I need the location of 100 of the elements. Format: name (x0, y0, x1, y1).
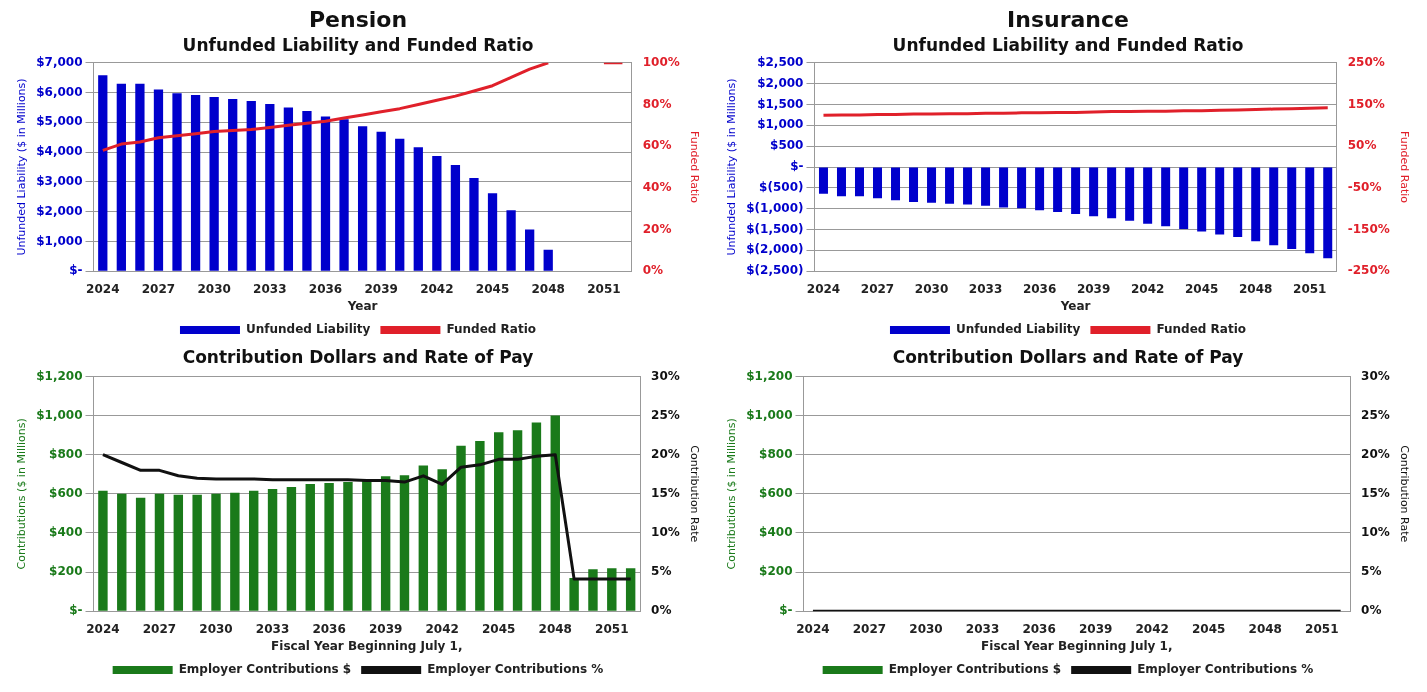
bar (117, 493, 127, 611)
bar (305, 484, 315, 611)
bar (286, 486, 297, 611)
x-tick-label: 2027 (141, 281, 176, 296)
y2-tick-label: -50% (1347, 179, 1382, 194)
y-tick-label: $600 (759, 485, 793, 500)
y2-tick-label: 0% (1361, 603, 1382, 618)
x-tick-label: 2042 (425, 621, 459, 636)
bar (437, 469, 447, 611)
x-tick-label: 2036 (1022, 621, 1056, 636)
bar (357, 126, 368, 271)
x-tick-label: 2045 (1192, 621, 1226, 636)
y2-tick-label: 40% (642, 179, 672, 194)
y2-tick-label: 30% (651, 368, 680, 383)
y-tick-label: $1,000 (36, 233, 83, 248)
bar (607, 568, 617, 611)
bar (135, 83, 145, 271)
bar (625, 568, 636, 611)
y2-tick-label: 100% (642, 54, 680, 69)
y2-tick-label: 0% (642, 263, 664, 278)
y2-tick-label: -250% (1347, 263, 1390, 278)
x-tick-label: 2024 (86, 281, 120, 296)
bar (531, 422, 542, 611)
y-tick-label: $1,000 (757, 117, 804, 132)
y2-tick-label: 80% (642, 96, 672, 111)
y-tick-label: $200 (49, 564, 83, 579)
bar (339, 119, 349, 271)
y2-axis-title: Contribution Rate (687, 445, 701, 543)
bar (265, 103, 275, 271)
y2-tick-label: 15% (1361, 485, 1390, 500)
bar (172, 93, 182, 271)
bar (98, 75, 108, 271)
x-tick-label: 2030 (199, 621, 233, 636)
y2-tick-label: 0% (651, 603, 672, 618)
legend-label: Funded Ratio (446, 322, 537, 337)
x-tick-label: 2048 (538, 621, 572, 636)
bar (525, 229, 535, 271)
y2-tick-label: 250% (1347, 54, 1385, 69)
legend-label: Unfunded Liability (245, 322, 371, 337)
y2-tick-label: 10% (651, 525, 680, 540)
y-tick-label: $3,000 (36, 174, 83, 189)
bar (494, 432, 504, 611)
y-tick-label: $(2,500) (746, 263, 804, 278)
bar (362, 479, 372, 611)
x-tick-label: 2042 (1135, 621, 1169, 636)
y2-tick-label: 50% (1347, 138, 1377, 153)
y-axis-title: Unfunded Liability ($ in Millions) (725, 78, 739, 256)
bar (246, 100, 256, 271)
x-tick-label: 2027 (860, 281, 895, 296)
x-tick-label: 2033 (965, 621, 1000, 636)
x-tick-label: 2051 (1305, 621, 1339, 636)
bar (135, 497, 146, 611)
bar (475, 440, 485, 611)
y-tick-label: $400 (49, 525, 83, 540)
x-tick-label: 2048 (1239, 281, 1273, 296)
x-tick-label: 2024 (806, 281, 841, 296)
bar (320, 116, 331, 271)
y-tick-label: $1,200 (36, 368, 83, 383)
chart-title: Insurance (1007, 6, 1129, 32)
y-tick-label: $4,000 (36, 144, 83, 159)
y-tick-label: $2,000 (36, 203, 83, 218)
x-tick-label: 2027 (852, 621, 887, 636)
bar (456, 445, 466, 611)
bar (413, 147, 423, 271)
bar (506, 210, 516, 271)
legend-label: Funded Ratio (1156, 322, 1247, 337)
y-tick-label: $400 (759, 525, 793, 540)
x-tick-label: 2039 (368, 621, 403, 636)
x-tick-label: 2042 (1130, 281, 1165, 296)
y-tick-label: $2,000 (757, 75, 804, 90)
bar (380, 476, 391, 611)
x-tick-label: 2051 (595, 621, 629, 636)
y-tick-label: $800 (759, 446, 793, 461)
bar (569, 577, 579, 611)
y2-tick-label: 60% (642, 138, 672, 153)
x-tick-label: 2024 (86, 621, 120, 636)
bar (543, 249, 553, 271)
y-tick-label: $(2,000) (746, 242, 804, 257)
bar (588, 569, 598, 611)
bar (230, 492, 240, 611)
chart-title: Pension (308, 6, 408, 32)
y2-tick-label: 25% (651, 407, 680, 422)
y-tick-label: $(500) (759, 179, 804, 194)
bar (376, 131, 386, 271)
legend-label: Employer Contributions $ (178, 662, 352, 677)
x-tick-label: 2024 (796, 621, 830, 636)
bar (550, 415, 560, 611)
y2-tick-label: 15% (651, 485, 680, 500)
x-tick-label: 2039 (1078, 621, 1113, 636)
x-tick-label: 2045 (475, 281, 510, 296)
y2-tick-label: 25% (1361, 407, 1390, 422)
x-tick-label: 2033 (968, 281, 1003, 296)
y-tick-label: $1,000 (746, 407, 793, 422)
x-tick-label: 2045 (482, 621, 516, 636)
y-tick-label: $6,000 (36, 84, 83, 99)
bar (343, 482, 353, 611)
x-tick-label: 2039 (1076, 281, 1111, 296)
bar (432, 155, 442, 271)
bar (249, 490, 259, 611)
x-tick-label: 2030 (909, 621, 943, 636)
